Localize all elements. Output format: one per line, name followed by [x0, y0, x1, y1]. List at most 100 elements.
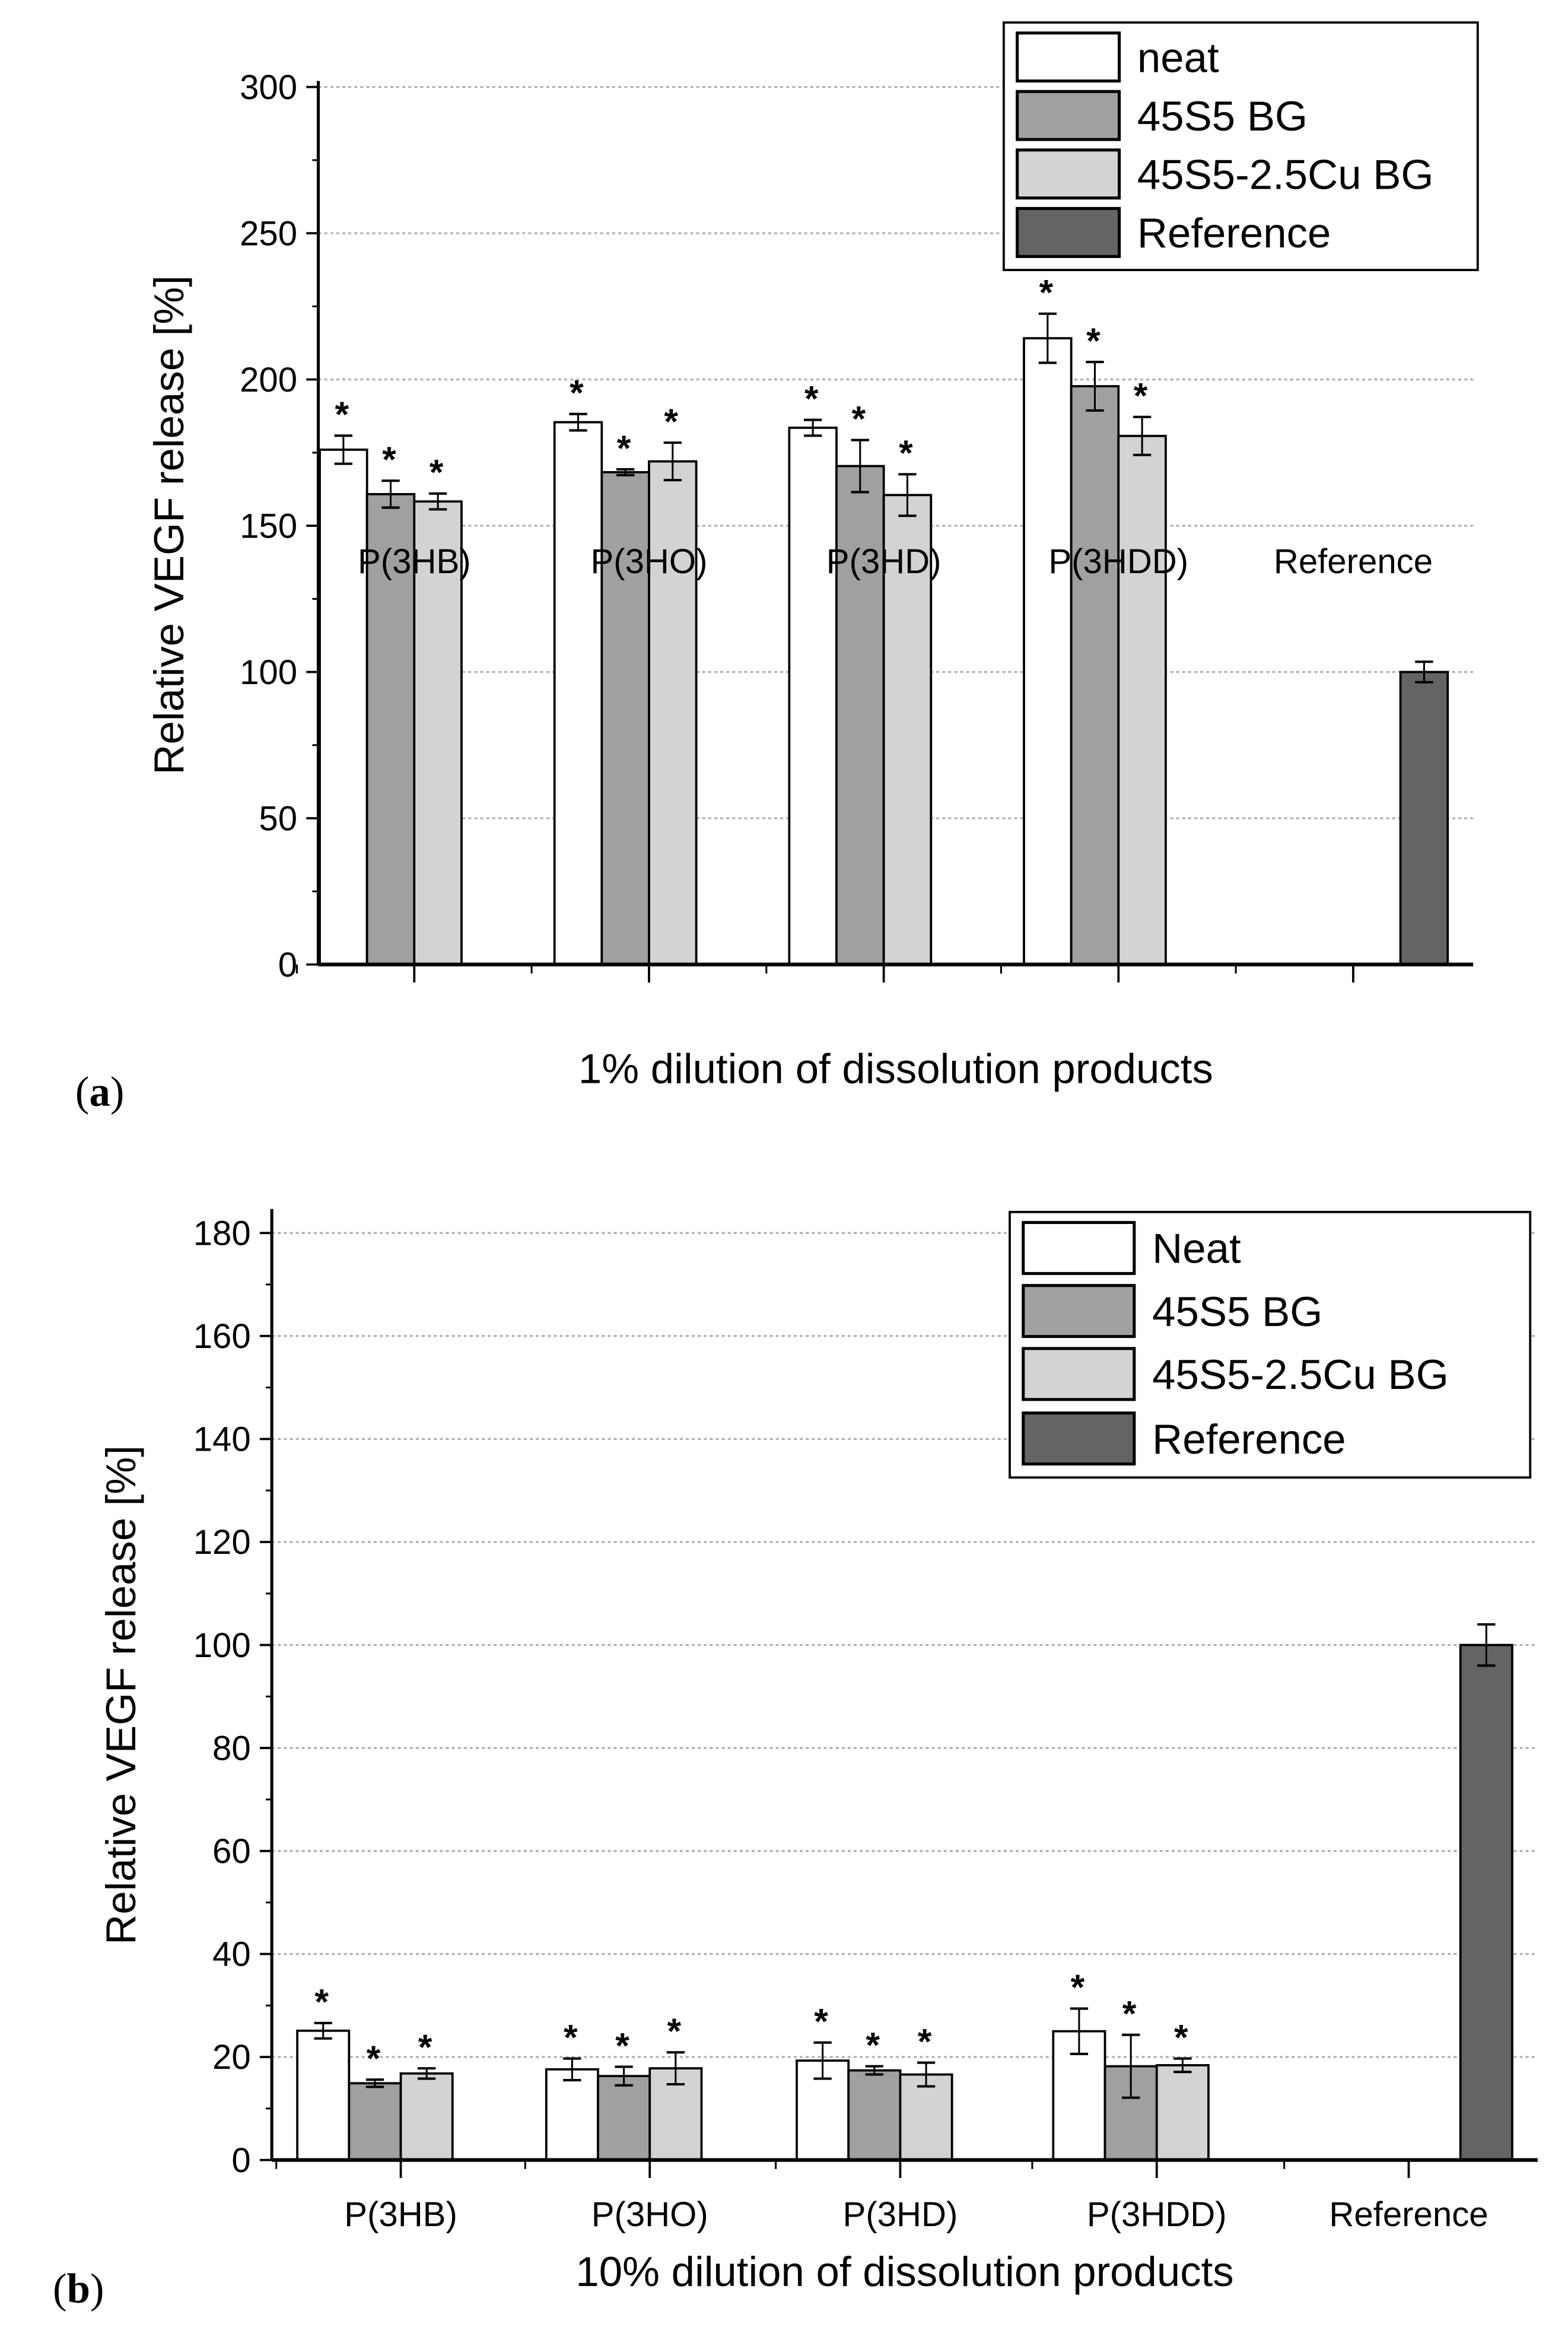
y-axis-title: Relative VEGF release [%]: [97, 1445, 144, 1945]
y-tick-label: 20: [212, 2038, 251, 2077]
significance-marker: *: [314, 1982, 329, 2022]
x-axis-title: 1% dilution of dissolution products: [578, 1045, 1213, 1092]
significance-marker: *: [382, 439, 396, 479]
significance-marker: *: [814, 2001, 828, 2042]
chart-panel-a: * * * * * * * * * * * * 0 50 100 150 200 250 300 P(3HB) P(3H…: [75, 21, 1479, 1115]
bar: [1117, 434, 1167, 966]
y-tick-label: 100: [193, 1626, 251, 1665]
panel-label: (a): [75, 1069, 125, 1115]
y-tick-label: 300: [240, 68, 297, 107]
significance-marker: *: [335, 394, 349, 434]
y-tick-label: 180: [193, 1214, 251, 1252]
legend-swatch: [1022, 1284, 1136, 1338]
bar: [348, 2082, 402, 2161]
bar: [399, 2072, 454, 2161]
significance-marker: *: [664, 401, 678, 441]
legend-swatch: [1022, 1411, 1136, 1466]
legend-label: 45S5 BG: [1137, 93, 1308, 139]
x-tick-label: P(3HD): [843, 2195, 958, 2234]
bar: [1155, 2064, 1210, 2161]
bar: [648, 460, 698, 966]
significance-marker: *: [1134, 376, 1148, 416]
bar: [1459, 1643, 1513, 2161]
bar: [553, 421, 603, 966]
legend-label: neat: [1137, 34, 1219, 81]
bar: [413, 500, 463, 966]
y-tick-label: 120: [193, 1523, 251, 1562]
legend-label: Neat: [1152, 1225, 1241, 1272]
significance-marker: *: [617, 428, 631, 468]
y-tick-label: 0: [278, 946, 297, 984]
y-tick-label: 50: [259, 799, 297, 838]
significance-marker: *: [851, 399, 866, 439]
significance-marker: *: [804, 379, 819, 419]
significance-marker: *: [615, 2025, 629, 2065]
bar: [597, 2075, 651, 2161]
significance-marker: *: [367, 2038, 381, 2078]
y-tick-label: 250: [240, 214, 297, 253]
y-tick-label: 140: [193, 1420, 251, 1459]
chart-panel-b: * * * * * * * * * * * * 0 20 40 60 80 100 120 140 160 180 P(3H…: [53, 1209, 1538, 2312]
bar: [545, 2068, 599, 2161]
legend-label: Reference: [1152, 1416, 1346, 1462]
bar: [1070, 385, 1120, 966]
x-axis-title: 10% dilution of dissolution products: [575, 2248, 1233, 2295]
significance-marker: *: [667, 2011, 682, 2051]
bar: [835, 465, 885, 966]
significance-marker: *: [899, 433, 913, 473]
significance-marker: *: [430, 452, 444, 492]
y-tick-label: 40: [212, 1935, 251, 1974]
y-tick-label: 0: [231, 2141, 250, 2180]
x-tick-label: P(3HO): [591, 2195, 708, 2234]
legend-swatch: [1016, 31, 1121, 83]
y-axis-title: Relative VEGF release [%]: [145, 275, 192, 775]
bar: [1023, 337, 1073, 966]
legend-swatch: [1016, 90, 1121, 141]
y-tick-label: 100: [240, 653, 297, 692]
y-tick-label: 150: [240, 507, 297, 545]
bar: [319, 449, 368, 966]
bar: [882, 494, 933, 966]
bar: [296, 2029, 351, 2161]
significance-marker: *: [866, 2024, 880, 2065]
panel-letter: b: [67, 2266, 90, 2312]
y-tick-label: 160: [193, 1317, 251, 1356]
legend-swatch: [1022, 1347, 1136, 1401]
x-tick-label: Reference: [1274, 542, 1433, 581]
legend: Neat 45S5 BG 45S5-2.5Cu BG Reference: [1009, 1210, 1532, 1479]
significance-marker: *: [1122, 1994, 1137, 2034]
significance-marker: *: [1086, 320, 1101, 361]
legend-label: 45S5 BG: [1152, 1288, 1322, 1335]
x-tick-label: P(3HDD): [1087, 2195, 1227, 2234]
y-tick-label: 200: [240, 361, 297, 399]
legend-swatch: [1022, 1220, 1136, 1275]
legend: neat 45S5 BG 45S5-2.5Cu BG Reference: [1002, 21, 1479, 271]
legend-swatch: [1016, 206, 1121, 258]
significance-marker: *: [564, 2017, 578, 2057]
significance-marker: *: [570, 373, 584, 413]
x-tick-label: P(3HB): [344, 2195, 457, 2234]
significance-marker: *: [1071, 1967, 1085, 2007]
significance-marker: *: [918, 2021, 932, 2061]
x-tick-label: P(3HD): [826, 542, 942, 581]
significance-marker: *: [418, 2027, 432, 2067]
bar: [788, 427, 838, 966]
legend-label: 45S5-2.5Cu BG: [1137, 151, 1434, 198]
panel-letter: a: [90, 1069, 110, 1115]
legend-swatch: [1016, 148, 1121, 200]
panel-label: (b): [53, 2266, 104, 2312]
x-tick-label: P(3HDD): [1048, 542, 1188, 581]
x-tick-label: Reference: [1329, 2195, 1488, 2234]
bar: [847, 2069, 902, 2161]
bar: [1399, 670, 1449, 966]
legend-label: 45S5-2.5Cu BG: [1152, 1351, 1449, 1398]
legend-label: Reference: [1137, 209, 1331, 256]
x-tick-label: P(3HO): [590, 542, 707, 581]
x-tick-label: P(3HB): [358, 542, 471, 581]
y-tick-label: 80: [212, 1729, 251, 1767]
significance-marker: *: [1174, 2017, 1188, 2057]
y-tick-label: 60: [212, 1832, 251, 1871]
significance-marker: *: [1039, 272, 1053, 313]
bar: [899, 2073, 953, 2161]
